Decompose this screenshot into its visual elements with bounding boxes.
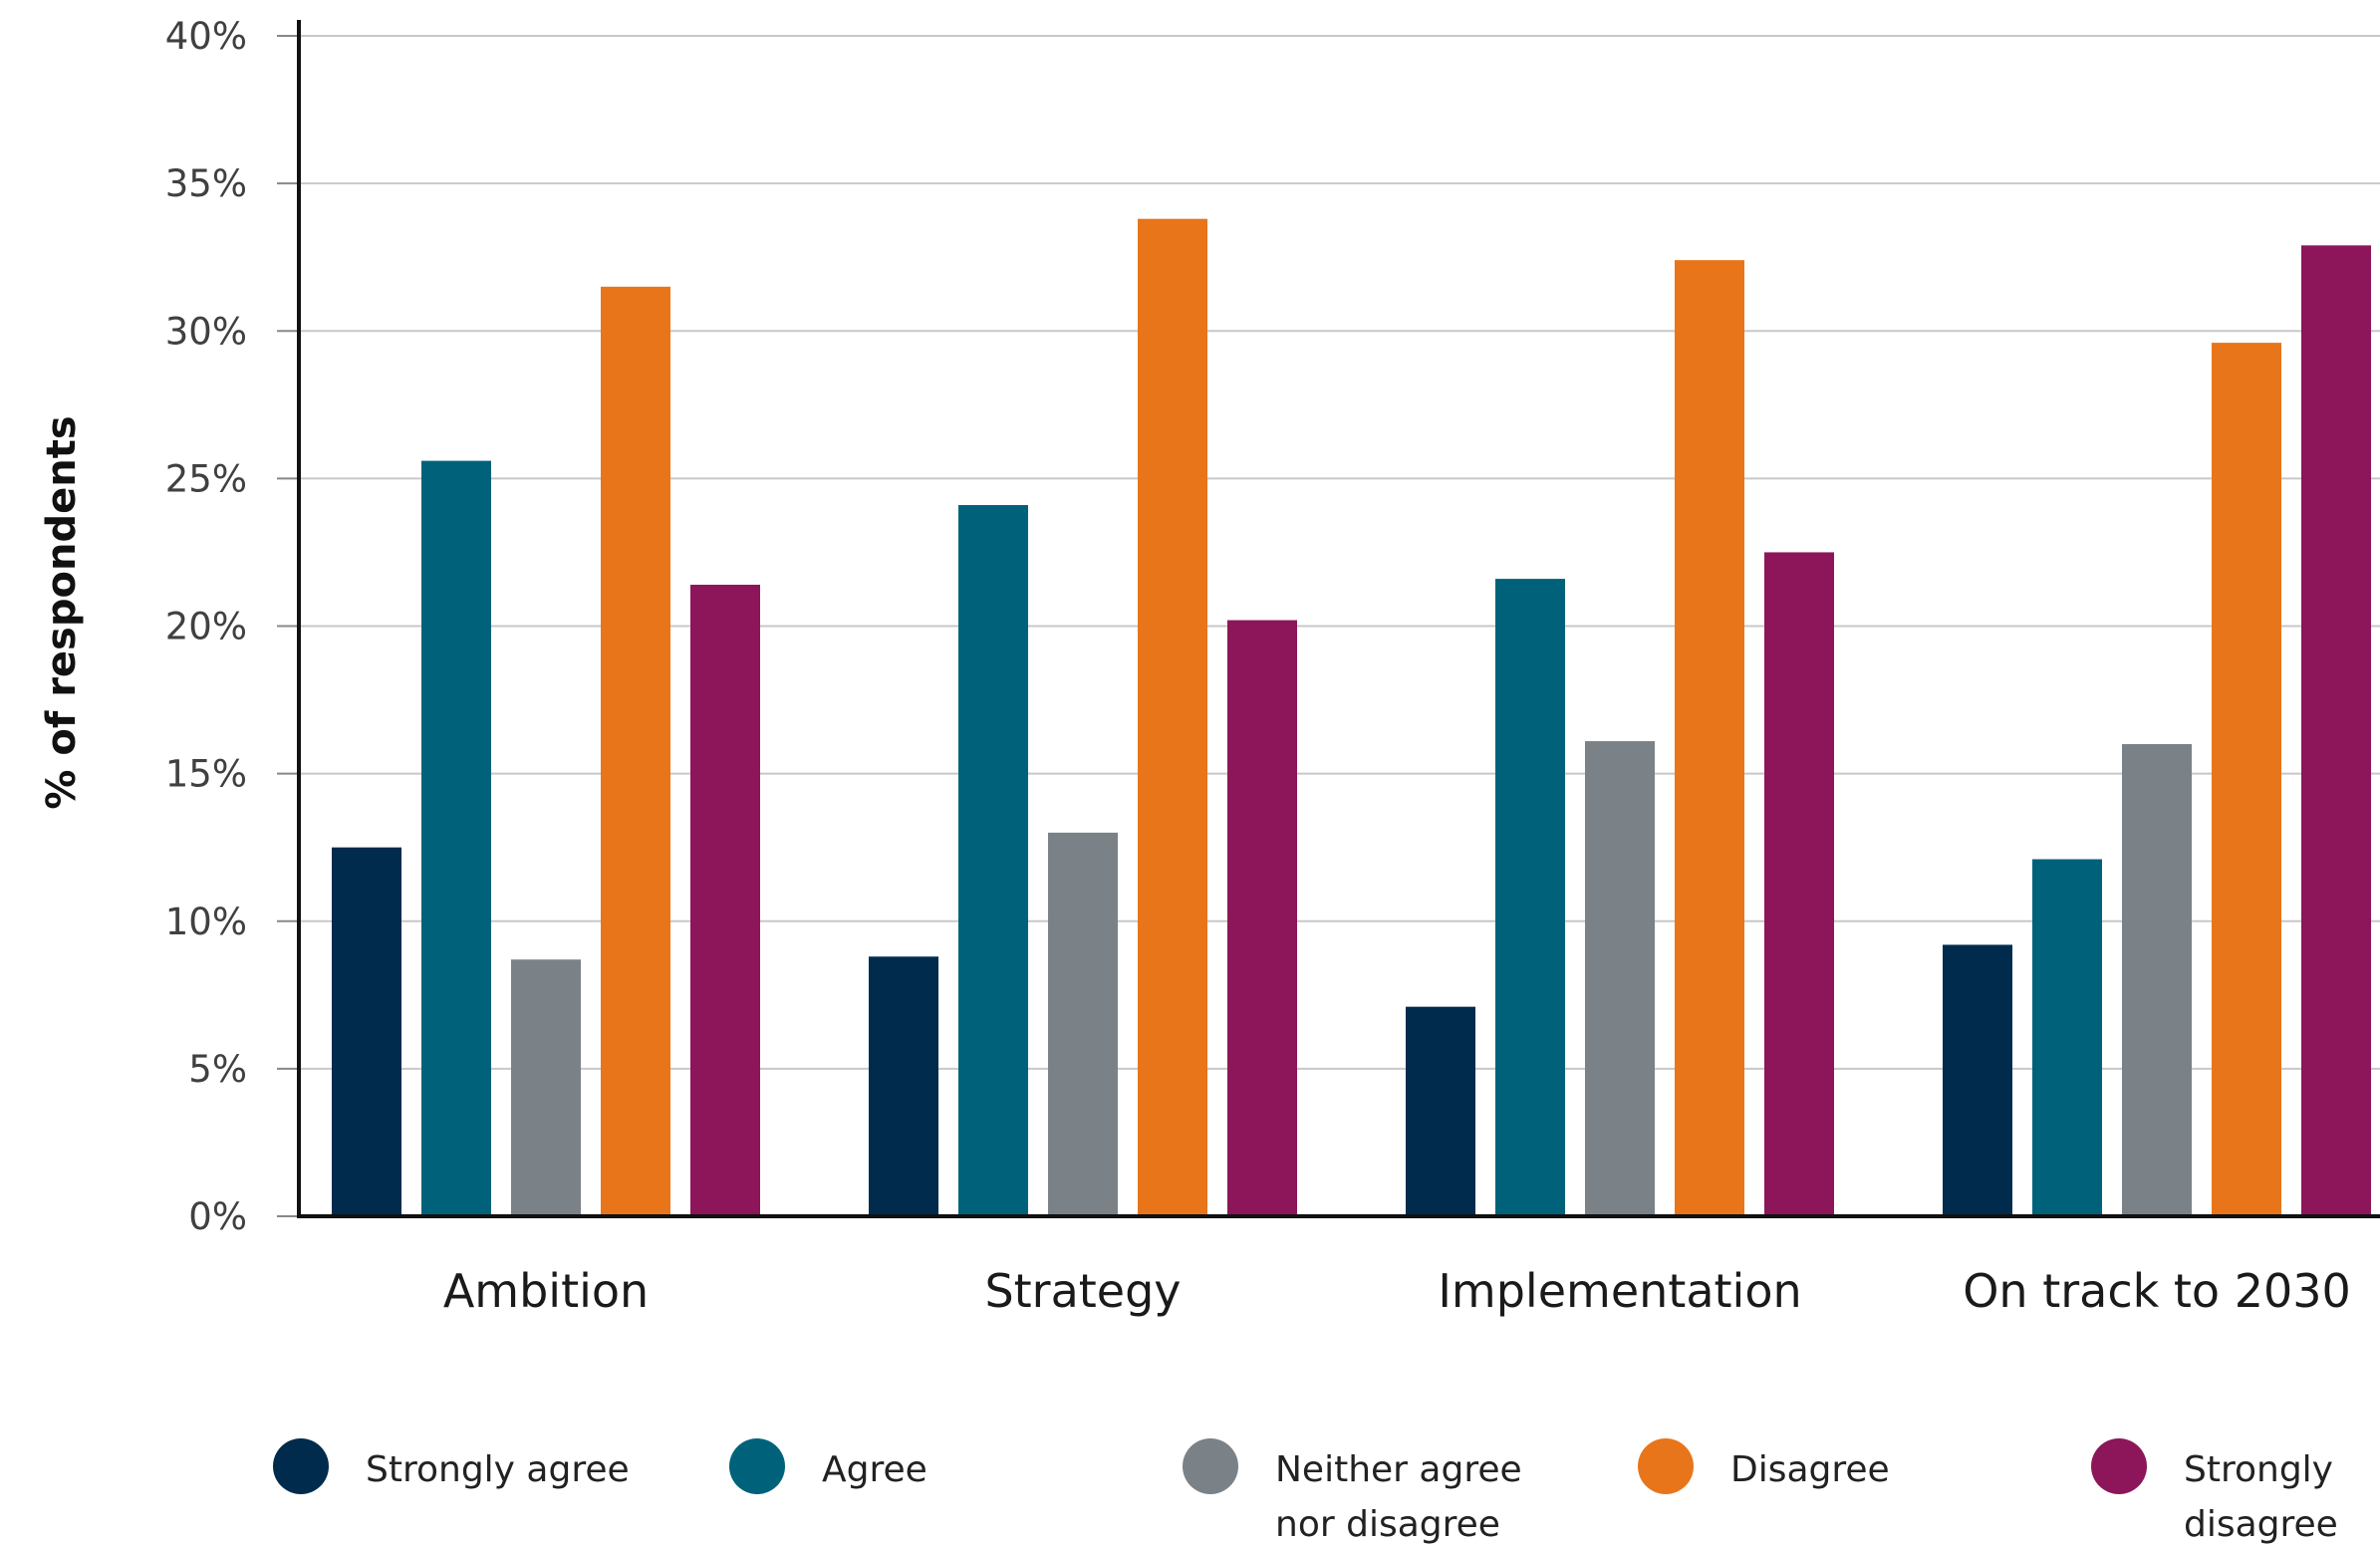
bar-on-track-to-2030-strongly-agree	[1943, 944, 2012, 1216]
y-tick-label: 0%	[188, 1195, 247, 1238]
legend-marker	[1638, 1438, 1694, 1494]
y-tick-label: 10%	[165, 901, 247, 943]
y-tick-label: 15%	[165, 753, 247, 796]
x-category-label: Ambition	[443, 1264, 649, 1318]
bar-on-track-to-2030-strongly-disagree	[2301, 245, 2371, 1216]
y-tick-label: 40%	[165, 15, 247, 58]
bar-strategy-strongly-disagree	[1227, 620, 1297, 1216]
legend: Strongly agree Agree Neither agree nor disa…	[273, 1438, 2338, 1545]
x-category-label: On track to 2030	[1963, 1264, 2351, 1318]
legend-label: Agree	[822, 1449, 927, 1490]
y-tick-label: 35%	[165, 162, 247, 205]
bar-ambition-strongly-agree	[332, 847, 401, 1216]
bar-ambition-agree	[421, 460, 491, 1217]
legend-marker	[2091, 1438, 2147, 1494]
bar-implementation-neither-agree-nor-disagree	[1585, 741, 1655, 1216]
legend-label: Neither agree nor disagree	[1275, 1449, 1522, 1545]
x-category-label: Implementation	[1438, 1264, 1801, 1318]
category-labels: Ambition Strategy Implementation On track t…	[443, 1264, 2351, 1318]
bar-implementation-agree	[1495, 579, 1565, 1216]
bar-on-track-to-2030-disagree	[2212, 343, 2281, 1217]
bar-strategy-disagree	[1138, 218, 1207, 1217]
bar-implementation-strongly-disagree	[1764, 552, 1834, 1216]
legend-marker	[1183, 1438, 1238, 1494]
bar-ambition-disagree	[601, 286, 670, 1216]
bar-ambition-neither-agree-nor-disagree	[511, 959, 581, 1216]
bar-on-track-to-2030-neither-agree-nor-disagree	[2122, 744, 2192, 1216]
bar-ambition-strongly-disagree	[690, 585, 760, 1216]
bar-strategy-strongly-agree	[869, 956, 938, 1216]
legend-marker	[729, 1438, 785, 1494]
bars	[332, 218, 2371, 1217]
bar-implementation-strongly-agree	[1406, 1006, 1475, 1216]
x-category-label: Strategy	[984, 1264, 1181, 1318]
bar-implementation-disagree	[1675, 260, 1744, 1216]
bar-strategy-agree	[958, 505, 1028, 1217]
legend-label: Strongly agree	[366, 1449, 630, 1490]
legend-label: Disagree	[1730, 1449, 1890, 1490]
y-tick-label: 25%	[165, 457, 247, 500]
legend-label: Strongly disagree	[2184, 1449, 2338, 1545]
y-axis-ticks: 0% 5% 10% 15% 20% 25% 30% 35% 40%	[165, 15, 299, 1238]
y-tick-label: 20%	[165, 606, 247, 648]
y-tick-label: 5%	[188, 1048, 247, 1091]
y-tick-label: 30%	[165, 310, 247, 353]
y-axis-title: % of respondents	[39, 415, 85, 809]
legend-marker	[273, 1438, 329, 1494]
bar-strategy-neither-agree-nor-disagree	[1048, 832, 1118, 1216]
bar-on-track-to-2030-agree	[2032, 859, 2102, 1216]
